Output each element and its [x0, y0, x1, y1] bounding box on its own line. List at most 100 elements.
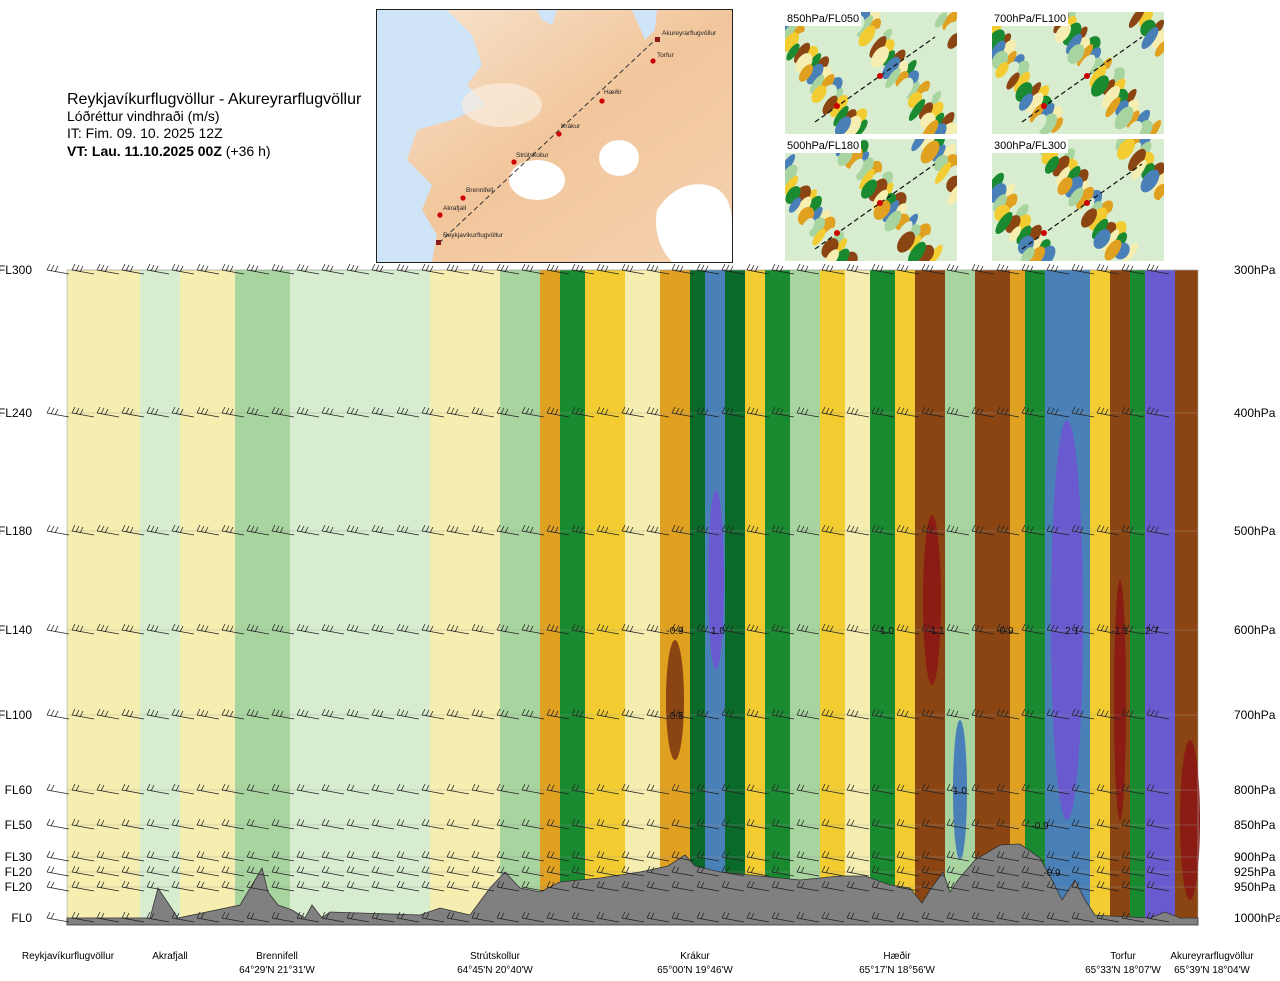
mini-field-cell [1115, 139, 1133, 151]
fl-label: FL240 [0, 406, 32, 420]
wind-barb [971, 524, 995, 536]
wind-barb [921, 818, 945, 830]
wind-barb [621, 850, 645, 862]
wind-barb [746, 911, 770, 923]
mini-field-cell [1141, 26, 1159, 50]
mini-station [834, 230, 840, 236]
wind-barb [1021, 623, 1045, 635]
wind-barb [321, 406, 345, 418]
mini-field-cell [1102, 229, 1120, 251]
wind-barb [246, 818, 270, 830]
wind-barb [746, 865, 770, 877]
mini-field-cell [882, 56, 900, 80]
wind-barb [1021, 880, 1045, 892]
wind-barb [121, 865, 145, 877]
wind-barb [146, 783, 170, 795]
wind-barb [146, 850, 170, 862]
value-label: 2.7 [1145, 626, 1159, 637]
mini-station [1084, 73, 1090, 79]
wind-barb [146, 623, 170, 635]
pressure-label: 950hPa [1234, 880, 1276, 894]
field-band [1090, 270, 1110, 925]
wind-barb [646, 708, 670, 720]
wind-barb [796, 880, 820, 892]
wind-barb [1096, 865, 1120, 877]
mini-field-cell [894, 77, 914, 101]
mini-field-cell [812, 228, 826, 246]
mini-field-cell [995, 62, 1009, 78]
wind-barb [246, 880, 270, 892]
wind-barb [596, 524, 620, 536]
mini-field-cell [992, 194, 1008, 212]
wind-barb [271, 708, 295, 720]
wind-barb [1021, 406, 1045, 418]
wind-barb [946, 818, 970, 830]
wind-barb [196, 783, 220, 795]
value-label: -0.9 [1031, 821, 1049, 832]
fjord-north [632, 10, 657, 40]
wind-barb [771, 783, 795, 795]
mini-field-cell [1055, 23, 1071, 43]
wind-barb [321, 263, 345, 275]
mini-field-cell [921, 119, 939, 134]
value-label: 2.1 [1065, 626, 1079, 637]
waypoint-label: Krákur 65°00'N 19°46'W [657, 951, 733, 976]
wind-barb [471, 818, 495, 830]
mini-field-cell [869, 35, 887, 59]
wind-barb [821, 850, 845, 862]
mini-field-cell [1123, 242, 1139, 261]
wind-barb [371, 880, 395, 892]
wind-barb [521, 708, 545, 720]
wind-barb [346, 911, 370, 923]
wind-barb [846, 818, 870, 830]
wind-barb [121, 911, 145, 923]
wind-barb [996, 783, 1020, 795]
wind-barb [146, 818, 170, 830]
wind-barb [846, 880, 870, 892]
wind-barb [1146, 818, 1170, 830]
wind-barb [771, 865, 795, 877]
wind-barb [1096, 880, 1120, 892]
wind-barb [496, 818, 520, 830]
wind-barb [171, 708, 195, 720]
wind-barb [821, 623, 845, 635]
wind-barb [196, 623, 220, 635]
wind-barb [96, 783, 120, 795]
wind-barb [1146, 708, 1170, 720]
svg-text:65°39'N 18°04'W: 65°39'N 18°04'W [1174, 965, 1250, 976]
mini-field-cell [918, 102, 934, 120]
wind-barb [246, 263, 270, 275]
wind-barb [596, 818, 620, 830]
wind-barb [646, 406, 670, 418]
wind-barb [521, 850, 545, 862]
field-core [923, 515, 941, 685]
mini-field-cell [1154, 191, 1164, 213]
svg-text:Reykjavíkurflugvöllur: Reykjavíkurflugvöllur [22, 951, 115, 962]
wind-barb [721, 263, 745, 275]
mini-station [834, 103, 840, 109]
wind-barb [421, 850, 445, 862]
wind-barb [946, 880, 970, 892]
wind-barb [221, 783, 245, 795]
wind-barb [996, 850, 1020, 862]
wind-barb [371, 406, 395, 418]
wind-barb [571, 911, 595, 923]
mini-field-cell [895, 220, 913, 244]
wind-barb [996, 263, 1020, 275]
wind-barb [621, 865, 645, 877]
wind-barb [1071, 263, 1095, 275]
wind-barb [71, 406, 95, 418]
wind-barb [1021, 783, 1045, 795]
wind-barb [721, 524, 745, 536]
field-band [430, 270, 470, 925]
wind-barb [196, 406, 220, 418]
mini-field-cell [801, 218, 815, 234]
wind-barb [446, 524, 470, 536]
mini-field-cell [1126, 110, 1140, 128]
wind-barb [871, 865, 895, 877]
wind-barb [521, 865, 545, 877]
wind-barb [771, 406, 795, 418]
valid-time: VT: Lau. 11.10.2025 00Z (+36 h) [67, 143, 271, 159]
wind-barb [546, 708, 570, 720]
station-akureyri [655, 37, 660, 42]
